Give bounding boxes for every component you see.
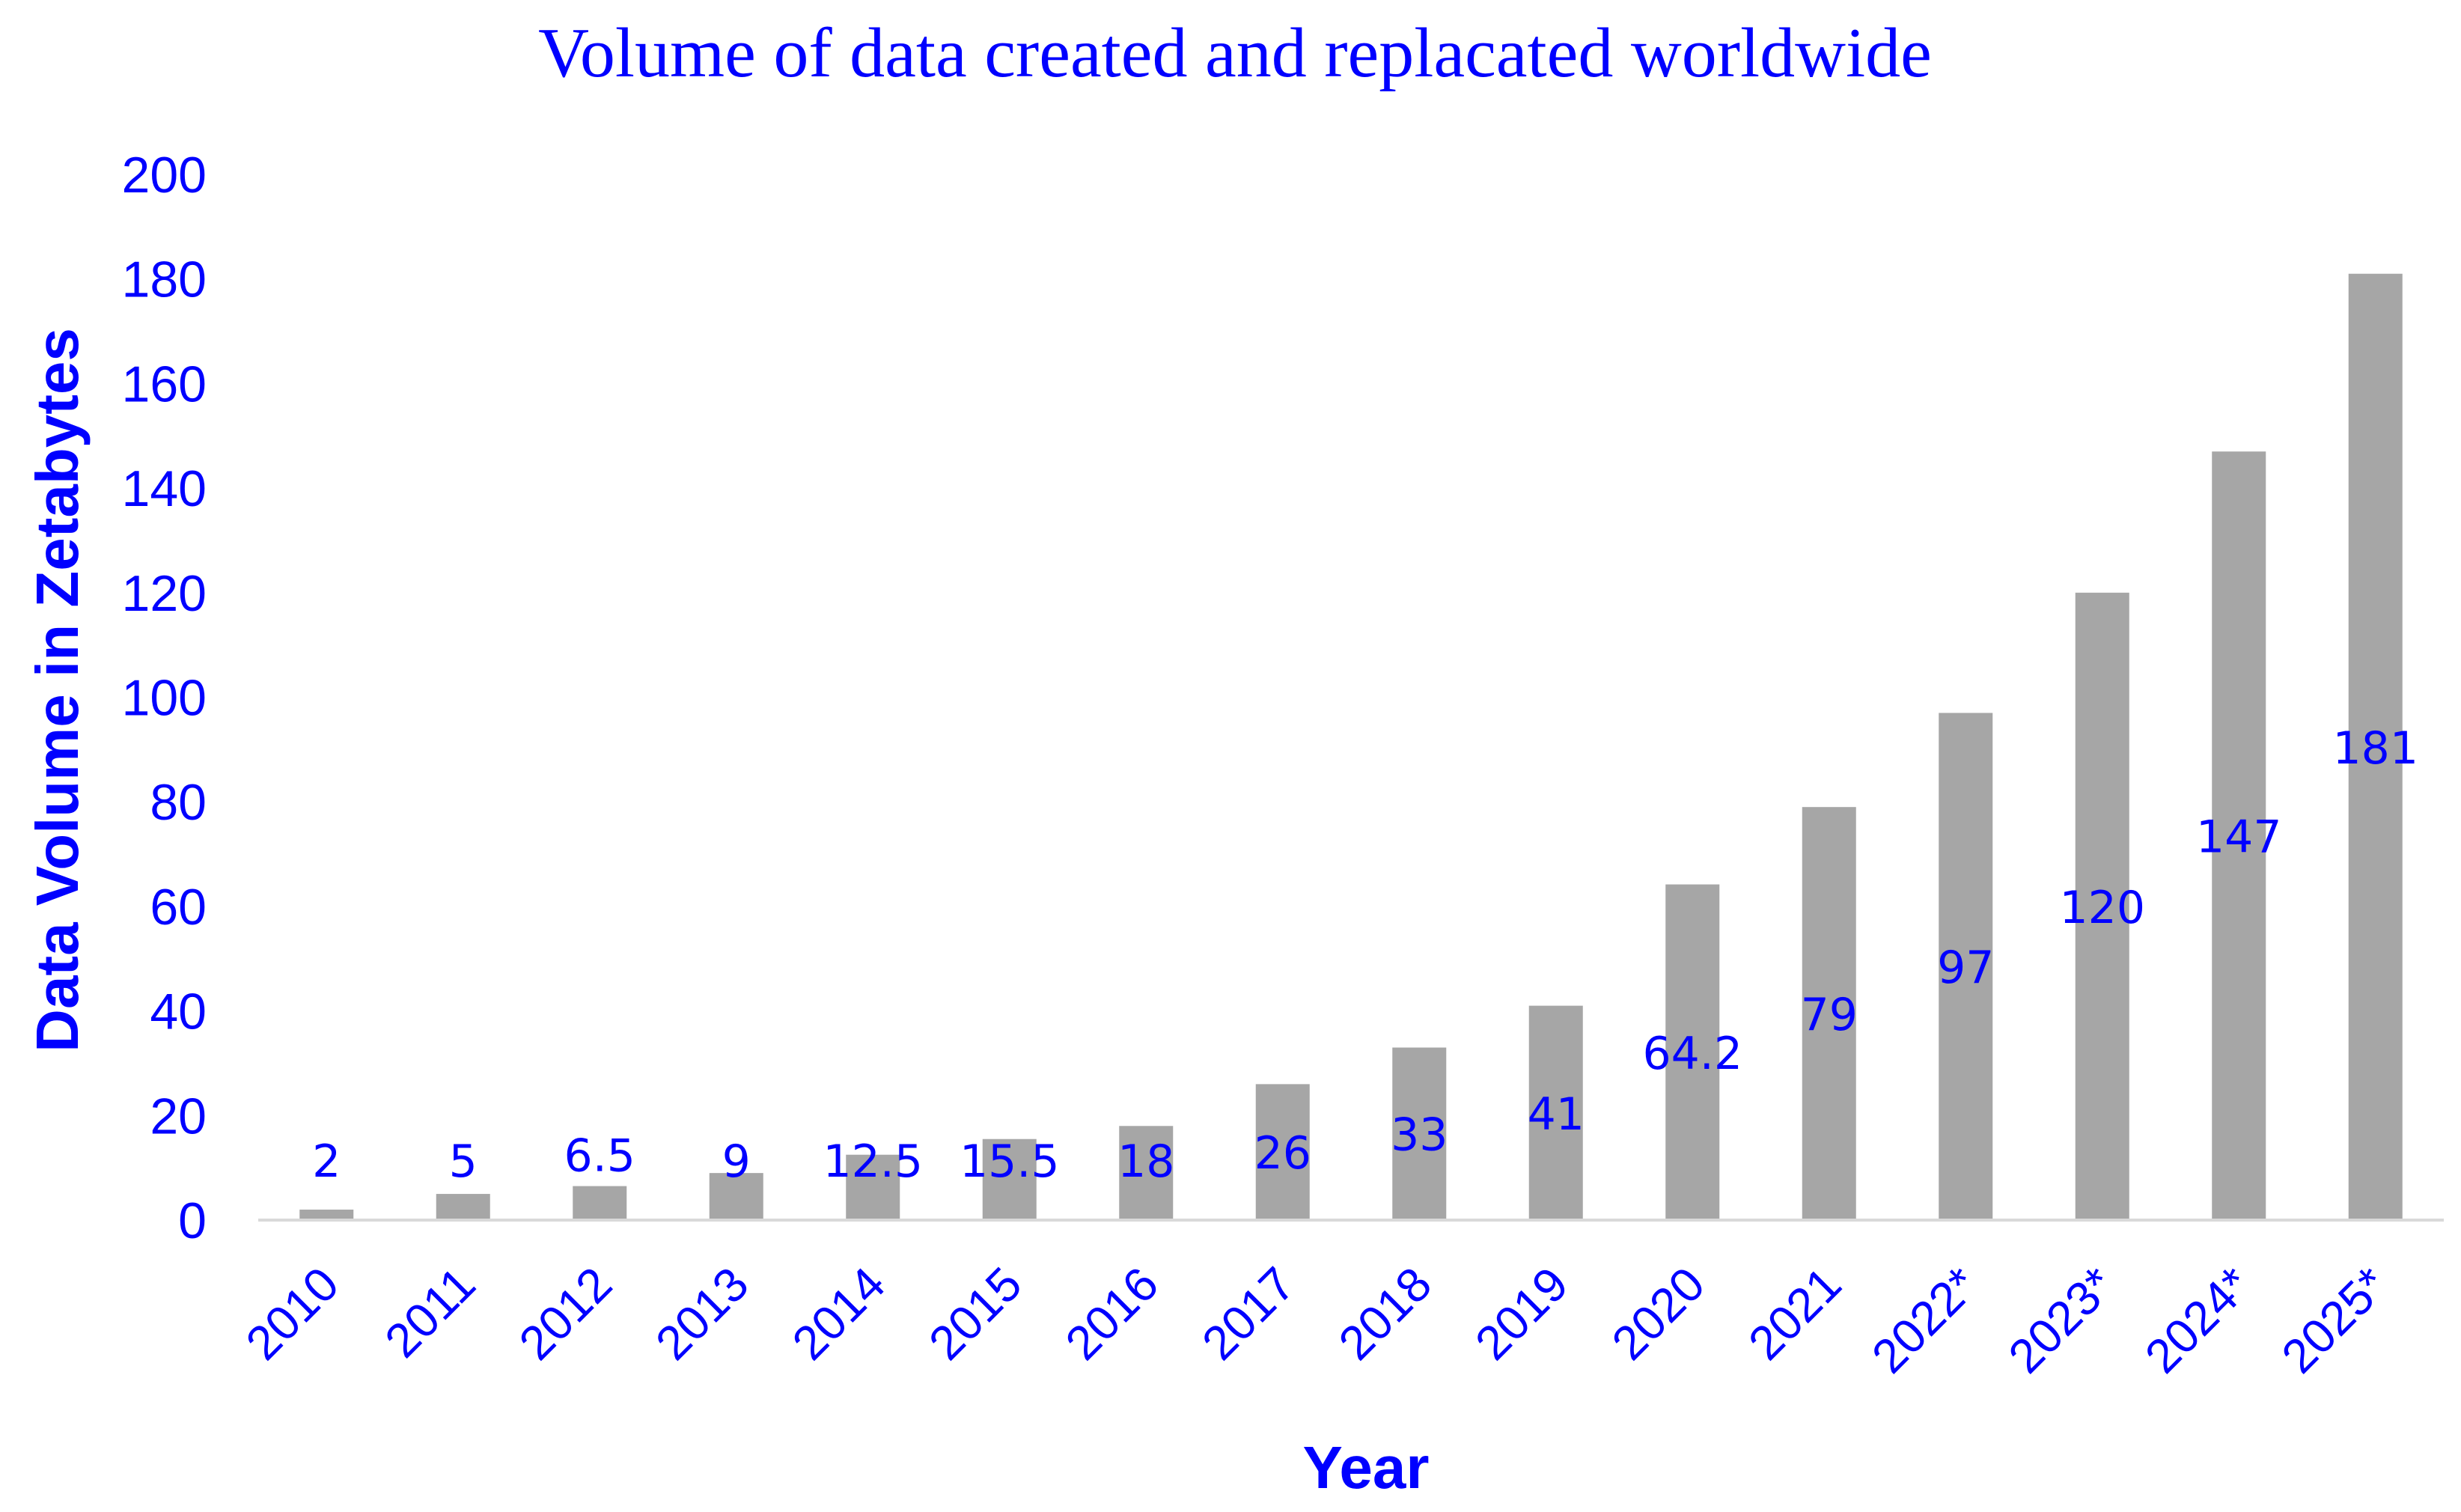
bar — [573, 1186, 627, 1220]
data-label: 79 — [1801, 989, 1858, 1041]
bar — [709, 1173, 763, 1220]
bar — [2075, 592, 2129, 1220]
bar-series — [299, 273, 2403, 1221]
y-axis-title: Data Volume in Zetabytes — [24, 328, 91, 1052]
bar — [1665, 884, 1720, 1220]
data-label: 6.5 — [564, 1130, 635, 1183]
data-label: 2 — [312, 1135, 341, 1188]
bar — [846, 1154, 900, 1220]
bar — [1392, 1047, 1447, 1220]
data-label: 18 — [1117, 1135, 1174, 1188]
y-tick-label: 0 — [178, 1192, 207, 1249]
bar — [299, 1210, 354, 1220]
data-label: 33 — [1391, 1109, 1448, 1162]
data-label: 120 — [2059, 882, 2145, 934]
bar — [1939, 713, 1993, 1220]
y-tick-label: 80 — [150, 774, 207, 831]
data-label: 26 — [1254, 1127, 1311, 1180]
y-tick-label: 200 — [122, 147, 207, 204]
bar — [1255, 1084, 1310, 1220]
data-label: 181 — [2332, 722, 2418, 775]
y-tick-label: 140 — [122, 460, 207, 517]
y-tick-label: 120 — [122, 565, 207, 622]
y-tick-label: 40 — [150, 984, 207, 1040]
bar — [1119, 1126, 1174, 1220]
bar — [982, 1138, 1037, 1220]
chart-title: Volume of data created and replacated wo… — [538, 14, 1932, 92]
data-label: 97 — [1937, 942, 1994, 994]
data-label: 9 — [722, 1135, 751, 1188]
bar — [2212, 451, 2266, 1220]
bar — [2348, 273, 2403, 1221]
bar — [436, 1194, 490, 1220]
y-tick-label: 160 — [122, 356, 207, 412]
bar — [1528, 1005, 1583, 1220]
data-labels: 2 5 6.5 9 12.5 15.5 18 26 33 41 64.2 79 97 120 147 181 — [312, 722, 2418, 1188]
y-tick-label: 60 — [150, 879, 207, 936]
y-tick-label: 20 — [150, 1088, 207, 1144]
data-label: 147 — [2196, 811, 2282, 864]
data-label: 15.5 — [960, 1135, 1060, 1188]
y-tick-label: 180 — [122, 252, 207, 308]
bar — [1802, 807, 1856, 1220]
y-tick-label: 100 — [122, 670, 207, 727]
data-label: 64.2 — [1642, 1028, 1742, 1080]
data-label: 41 — [1528, 1088, 1585, 1141]
data-label: 12.5 — [823, 1135, 923, 1188]
data-label: 5 — [449, 1135, 478, 1188]
x-axis-title: Year — [1302, 1434, 1429, 1501]
y-axis-ticks: 0 20 40 60 80 100 120 140 160 180 200 — [122, 147, 207, 1249]
